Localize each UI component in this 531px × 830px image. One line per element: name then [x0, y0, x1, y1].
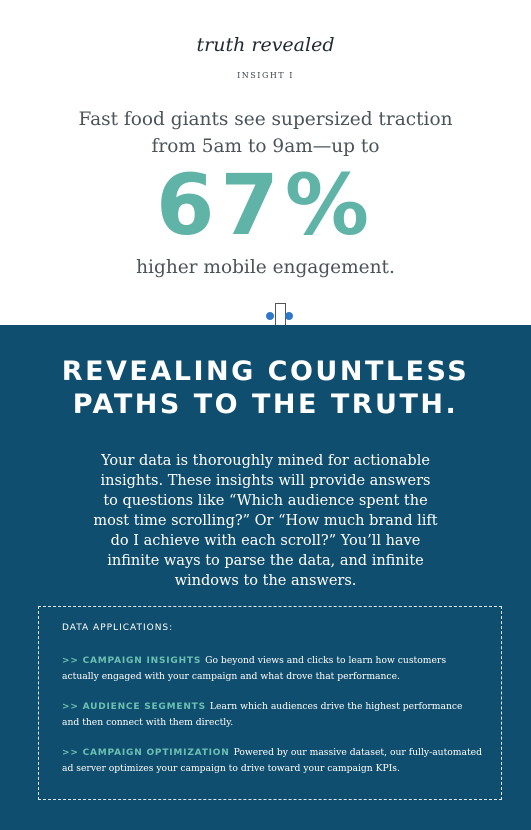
data-applications-box: DATA APPLICATIONS: >> CAMPAIGN INSIGHTS G…	[38, 606, 502, 800]
application-key: >> CAMPAIGN INSIGHTS	[62, 656, 202, 666]
application-text: Go beyond views and clicks to learn how …	[62, 655, 447, 682]
application-item-campaign-insights: >> CAMPAIGN INSIGHTS Go beyond views and …	[62, 653, 482, 684]
application-text: Powered by our massive dataset, our full…	[62, 747, 483, 774]
brand-title: truth revealed	[196, 34, 335, 56]
application-text: Learn which audiences drive the highest …	[62, 701, 463, 728]
application-key: >> AUDIENCE SEGMENTS	[62, 702, 206, 712]
insight-section: truth revealed INSIGHT I Fast food giant…	[0, 0, 531, 325]
applications-heading: DATA APPLICATIONS:	[62, 623, 174, 633]
insight-headline: Fast food giants see supersized traction…	[78, 109, 453, 157]
section-title-line-2: PATHS TO THE TRUTH.	[72, 389, 459, 420]
application-key: >> CAMPAIGN OPTIMIZATION	[62, 748, 230, 758]
selection-handle-left[interactable]	[266, 312, 274, 320]
selection-handle-right[interactable]	[285, 312, 293, 320]
insight-label: INSIGHT I	[237, 71, 294, 80]
stat-subline: higher mobile engagement.	[136, 257, 395, 278]
application-item-campaign-optimization: >> CAMPAIGN OPTIMIZATION Powered by our m…	[62, 745, 482, 776]
section-title: REVEALING COUNTLESS PATHS TO THE TRUTH.	[0, 355, 531, 421]
application-item-audience-segments: >> AUDIENCE SEGMENTS Learn which audience…	[62, 699, 482, 730]
paths-section: REVEALING COUNTLESS PATHS TO THE TRUTH. …	[0, 325, 531, 830]
section-body: Your data is thoroughly mined for action…	[93, 453, 438, 589]
big-stat: 67%	[155, 156, 376, 254]
section-title-line-1: REVEALING COUNTLESS	[61, 356, 470, 387]
